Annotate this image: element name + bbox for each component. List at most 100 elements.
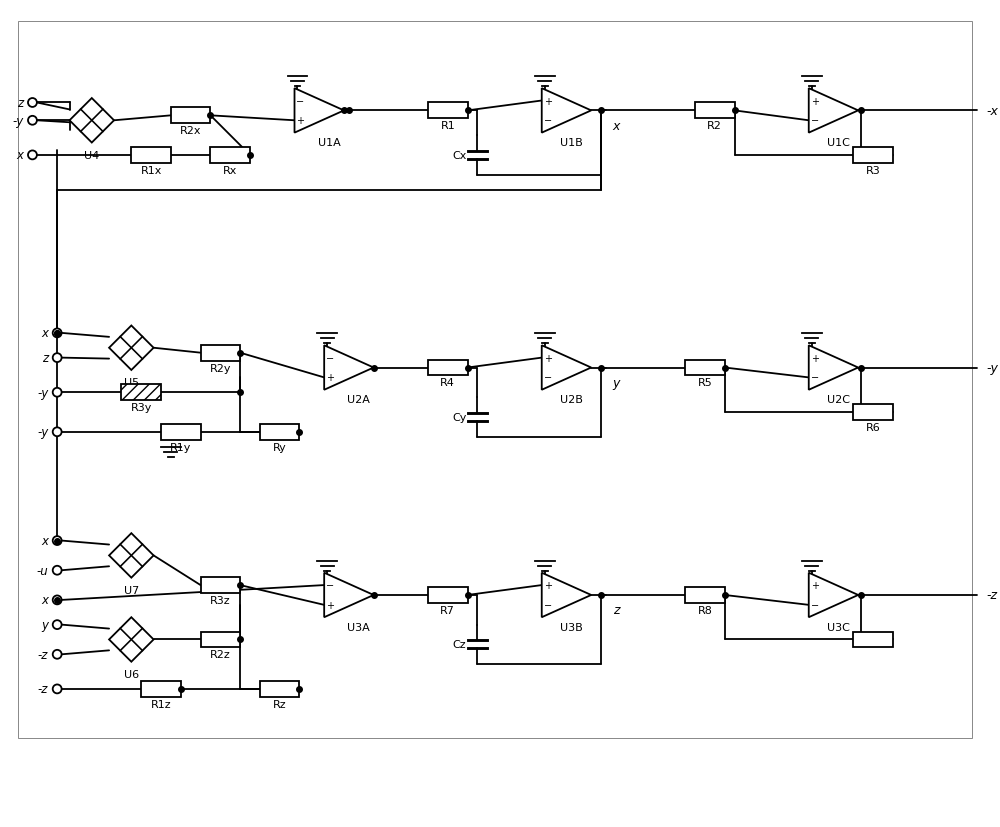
Text: −: − — [544, 116, 552, 127]
Text: Ry: Ry — [273, 442, 287, 452]
Circle shape — [53, 620, 62, 629]
Bar — [428, 587, 468, 603]
Bar — [260, 424, 299, 440]
Text: R8: R8 — [697, 605, 712, 615]
Text: −: − — [811, 373, 819, 383]
Text: R4: R4 — [440, 378, 455, 388]
Polygon shape — [542, 573, 591, 618]
Text: -y: -y — [37, 386, 48, 399]
Text: −: − — [296, 97, 305, 107]
Text: z: z — [42, 351, 48, 365]
Text: R1y: R1y — [170, 442, 191, 452]
Text: x: x — [41, 594, 48, 607]
Polygon shape — [542, 346, 591, 390]
Bar — [131, 148, 171, 164]
Text: -z: -z — [987, 589, 998, 602]
Text: +: + — [326, 373, 334, 383]
Polygon shape — [109, 618, 154, 662]
Circle shape — [53, 354, 62, 362]
Bar — [210, 148, 250, 164]
Polygon shape — [70, 99, 114, 143]
Text: U5: U5 — [124, 378, 139, 388]
Text: +: + — [544, 581, 552, 590]
Text: U1B: U1B — [560, 138, 583, 148]
Text: U3C: U3C — [827, 622, 850, 632]
Text: R3z: R3z — [210, 595, 231, 605]
Text: -z: -z — [38, 682, 48, 696]
Text: Cz: Cz — [453, 639, 466, 650]
Bar — [161, 424, 201, 440]
Text: x: x — [17, 149, 24, 162]
Circle shape — [53, 650, 62, 659]
Bar — [260, 681, 299, 697]
Circle shape — [53, 685, 62, 694]
Text: U1A: U1A — [318, 138, 340, 148]
Text: −: − — [811, 600, 819, 610]
Polygon shape — [109, 533, 154, 578]
Circle shape — [53, 595, 62, 605]
Text: +: + — [326, 600, 334, 610]
Text: R2z: R2z — [210, 649, 231, 659]
Bar — [695, 103, 735, 119]
Text: +: + — [544, 97, 552, 107]
Circle shape — [53, 329, 62, 338]
Text: +: + — [811, 353, 819, 363]
Text: −: − — [811, 116, 819, 127]
Text: +: + — [811, 97, 819, 107]
Text: y: y — [41, 619, 48, 631]
Polygon shape — [809, 89, 858, 133]
Text: U1C: U1C — [827, 138, 850, 148]
Text: R1x: R1x — [140, 165, 162, 175]
Polygon shape — [809, 573, 858, 618]
Text: R2x: R2x — [180, 126, 201, 136]
Text: −: − — [326, 353, 334, 363]
Bar — [141, 681, 181, 697]
Text: Rz: Rz — [273, 699, 286, 709]
Text: -y: -y — [37, 426, 48, 439]
Polygon shape — [324, 573, 374, 618]
Text: +: + — [544, 353, 552, 363]
Text: R3y: R3y — [131, 403, 152, 413]
Bar — [853, 404, 893, 420]
Bar — [685, 587, 725, 603]
Text: x: x — [612, 120, 620, 132]
Circle shape — [28, 117, 37, 126]
Text: U6: U6 — [124, 669, 139, 679]
Bar — [171, 108, 210, 124]
Polygon shape — [109, 326, 154, 370]
Text: R1: R1 — [440, 121, 455, 131]
Polygon shape — [809, 346, 858, 390]
Text: U2A: U2A — [347, 394, 370, 404]
Text: Cy: Cy — [452, 413, 467, 423]
Text: +: + — [296, 116, 304, 127]
Text: Cx: Cx — [452, 151, 467, 160]
Circle shape — [53, 428, 62, 437]
Text: R7: R7 — [440, 605, 455, 615]
Text: -x: -x — [987, 105, 999, 117]
Text: U2B: U2B — [560, 394, 583, 404]
Text: U2C: U2C — [827, 394, 850, 404]
Bar — [853, 632, 893, 648]
Text: R5: R5 — [698, 378, 712, 388]
Polygon shape — [324, 346, 374, 390]
Text: U4: U4 — [84, 151, 99, 160]
Text: R6: R6 — [866, 423, 880, 433]
Circle shape — [53, 566, 62, 575]
Text: −: − — [544, 600, 552, 610]
Bar — [428, 103, 468, 119]
Text: z: z — [613, 604, 619, 617]
Circle shape — [28, 151, 37, 160]
Text: R2y: R2y — [210, 363, 231, 373]
Bar — [201, 632, 240, 648]
Polygon shape — [542, 89, 591, 133]
Text: U3A: U3A — [347, 622, 370, 632]
Bar — [201, 346, 240, 361]
Text: -y: -y — [987, 361, 999, 375]
Bar — [201, 577, 240, 593]
Text: R2: R2 — [707, 121, 722, 131]
Bar — [121, 385, 161, 400]
Text: U7: U7 — [124, 586, 139, 595]
Bar — [428, 361, 468, 376]
Text: Rx: Rx — [223, 165, 237, 175]
Bar — [18, 22, 972, 739]
